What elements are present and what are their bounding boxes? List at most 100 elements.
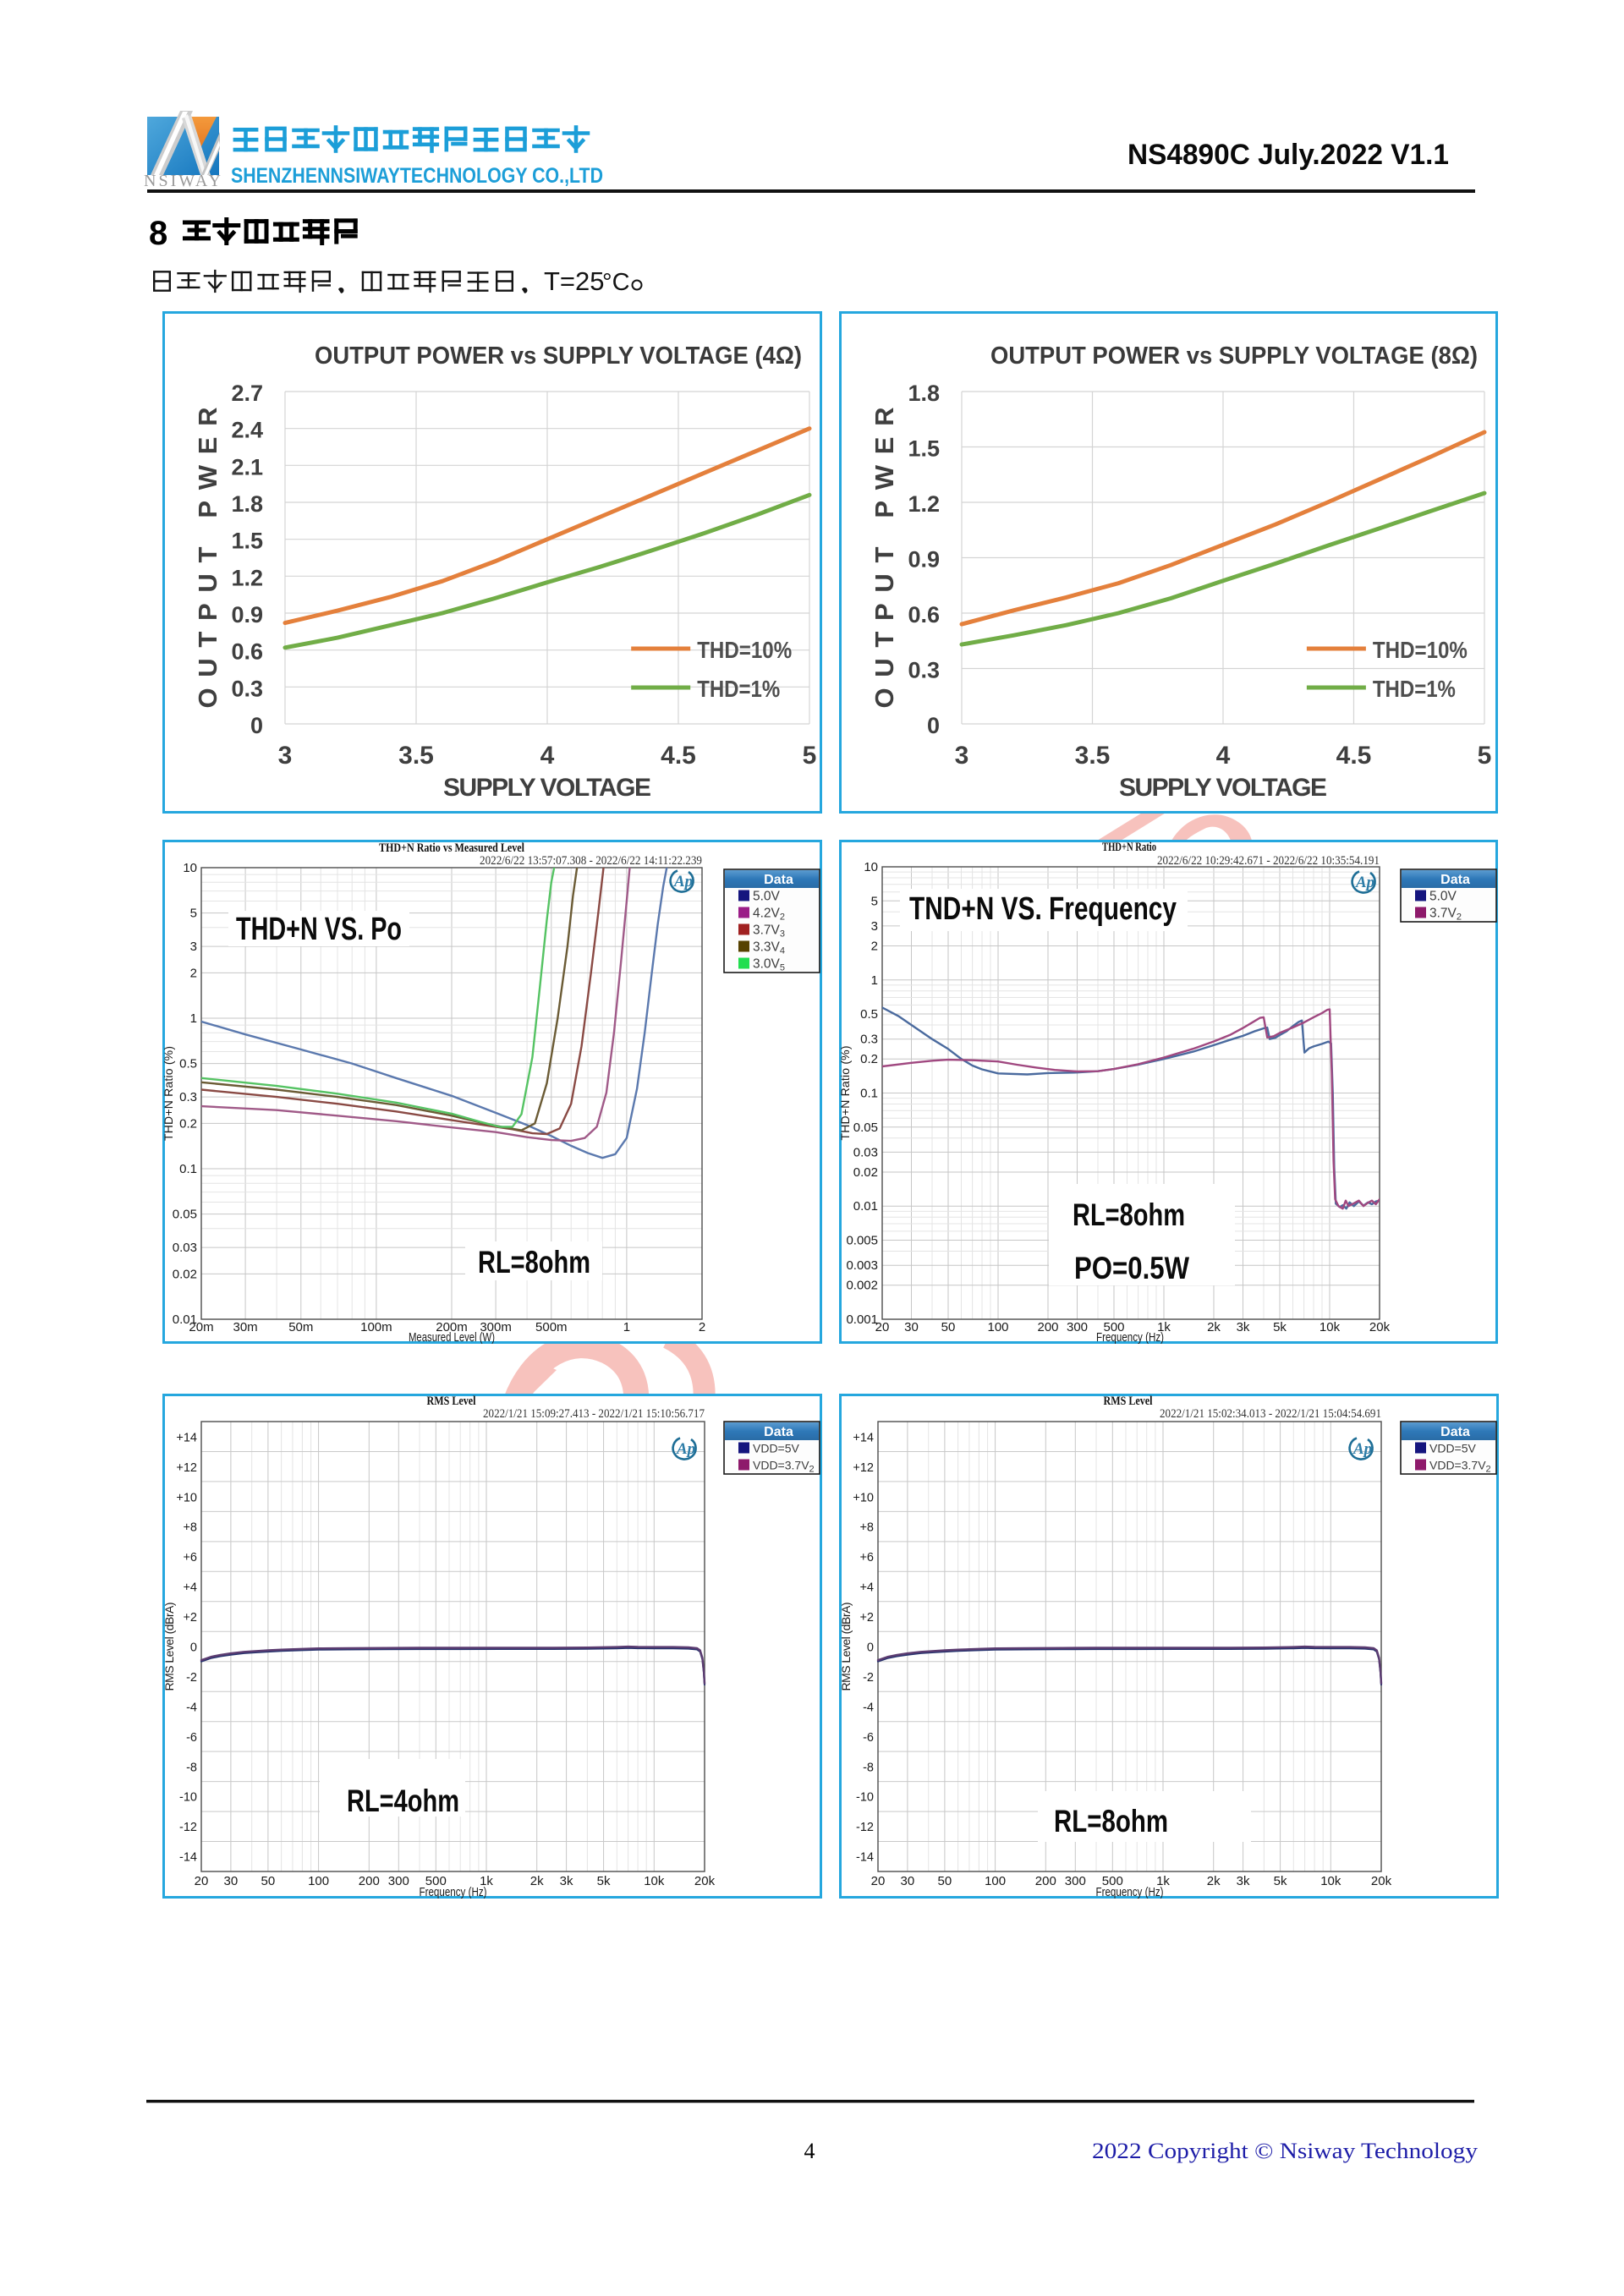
svg-text:20k: 20k xyxy=(1371,1874,1392,1888)
svg-text:10k: 10k xyxy=(1320,1320,1341,1334)
svg-text:OUTPUT POWER vs SUPPLY VOLTAGE: OUTPUT POWER vs SUPPLY VOLTAGE (4Ω) xyxy=(315,342,802,370)
svg-text:Data: Data xyxy=(1440,1425,1470,1439)
svg-text:0.003: 0.003 xyxy=(846,1258,878,1273)
svg-text:-2: -2 xyxy=(863,1671,874,1685)
svg-text:+4: +4 xyxy=(183,1581,197,1595)
svg-text:20: 20 xyxy=(871,1874,886,1888)
svg-text:5: 5 xyxy=(803,742,817,770)
svg-text:2022/1/21 15:09:27.413 - 2022/: 2022/1/21 15:09:27.413 - 2022/1/21 15:10… xyxy=(483,1407,705,1421)
svg-text:°C: °C xyxy=(602,269,630,296)
svg-text:20: 20 xyxy=(875,1320,890,1334)
svg-text:OUTPUT PWER: OUTPUT PWER xyxy=(193,408,222,709)
svg-text:SHENZHENNSIWAYTECHNOLOGY CO.,L: SHENZHENNSIWAYTECHNOLOGY CO.,LTD xyxy=(231,164,603,188)
svg-text:-4: -4 xyxy=(186,1701,197,1714)
svg-text:0.05: 0.05 xyxy=(853,1121,878,1135)
svg-text:5: 5 xyxy=(871,894,878,908)
svg-text:1.5: 1.5 xyxy=(908,436,940,462)
svg-text:30: 30 xyxy=(901,1874,915,1888)
svg-text:4: 4 xyxy=(804,2139,815,2163)
svg-text:-10: -10 xyxy=(179,1791,197,1805)
svg-text:3k: 3k xyxy=(1237,1320,1250,1334)
svg-text:0: 0 xyxy=(867,1641,874,1655)
svg-text:2022/6/22 10:29:42.671 - 2022/: 2022/6/22 10:29:42.671 - 2022/6/22 10:35… xyxy=(1157,854,1380,868)
svg-text:NSIWAY: NSIWAY xyxy=(144,172,223,190)
svg-text:30m: 30m xyxy=(233,1320,258,1334)
svg-text:500m: 500m xyxy=(535,1320,568,1334)
svg-text:4.5: 4.5 xyxy=(1336,742,1372,770)
svg-text:0.9: 0.9 xyxy=(231,602,263,627)
svg-text:50: 50 xyxy=(938,1874,952,1888)
svg-text:THD+N Ratio vs Measured Level: THD+N Ratio vs Measured Level xyxy=(379,841,524,855)
svg-text:TND+N VS. Frequency: TND+N VS. Frequency xyxy=(909,891,1177,927)
svg-text:+2: +2 xyxy=(183,1611,197,1625)
svg-text:3.7V2: 3.7V2 xyxy=(1429,907,1462,923)
svg-text:-6: -6 xyxy=(186,1731,197,1745)
svg-text:Ap: Ap xyxy=(676,1440,695,1458)
svg-text:+6: +6 xyxy=(859,1551,874,1564)
svg-text:3: 3 xyxy=(871,919,878,934)
svg-text:0.3: 0.3 xyxy=(179,1090,197,1104)
svg-text:0.02: 0.02 xyxy=(853,1165,878,1180)
svg-text:RL=8ohm: RL=8ohm xyxy=(1073,1197,1185,1232)
svg-text:200: 200 xyxy=(1035,1874,1056,1888)
svg-text:500: 500 xyxy=(1103,1320,1124,1334)
svg-text:0.5: 0.5 xyxy=(860,1007,878,1022)
svg-text:RMS Level: RMS Level xyxy=(1104,1395,1153,1408)
svg-text:RL=8ohm: RL=8ohm xyxy=(1054,1804,1168,1838)
svg-text:0.6: 0.6 xyxy=(231,639,263,665)
svg-text:-14: -14 xyxy=(856,1851,874,1865)
svg-text:-14: -14 xyxy=(179,1851,197,1865)
svg-text:PO=0.5W: PO=0.5W xyxy=(1074,1251,1189,1285)
svg-text:2: 2 xyxy=(699,1320,705,1334)
svg-text:3.0V5: 3.0V5 xyxy=(753,957,785,973)
svg-text:4.5: 4.5 xyxy=(661,742,696,770)
svg-text:0.2: 0.2 xyxy=(179,1116,197,1131)
svg-text:5: 5 xyxy=(1478,742,1492,770)
svg-text:300: 300 xyxy=(1065,1874,1086,1888)
svg-text:20: 20 xyxy=(195,1874,209,1888)
svg-text:Ap: Ap xyxy=(1355,874,1374,891)
svg-text:10: 10 xyxy=(183,861,197,875)
svg-text:4.2V2: 4.2V2 xyxy=(753,907,785,923)
svg-text:Frequency (Hz): Frequency (Hz) xyxy=(420,1885,487,1899)
svg-text:3.5: 3.5 xyxy=(1075,742,1111,770)
svg-text:2022/6/22 13:57:07.308 - 2022/: 2022/6/22 13:57:07.308 - 2022/6/22 14:11… xyxy=(480,854,702,868)
svg-text:+12: +12 xyxy=(853,1461,874,1475)
svg-text:2022/1/21 15:02:34.013 - 2022/: 2022/1/21 15:02:34.013 - 2022/1/21 15:04… xyxy=(1160,1407,1381,1421)
svg-text:Ap: Ap xyxy=(1352,1440,1372,1458)
svg-text:0.9: 0.9 xyxy=(908,547,940,573)
svg-text:200: 200 xyxy=(359,1874,380,1888)
svg-text:-8: -8 xyxy=(186,1761,197,1774)
svg-text:0.1: 0.1 xyxy=(860,1087,878,1101)
svg-text:SUPPLY VOLTAGE: SUPPLY VOLTAGE xyxy=(443,774,651,802)
svg-text:300: 300 xyxy=(1067,1320,1088,1334)
svg-text:0.002: 0.002 xyxy=(846,1279,878,1293)
svg-text:3: 3 xyxy=(955,742,969,770)
svg-text:5.0V: 5.0V xyxy=(1429,890,1457,904)
svg-text:RL=8ohm: RL=8ohm xyxy=(478,1245,590,1280)
svg-text:Frequency (Hz): Frequency (Hz) xyxy=(1096,1330,1164,1345)
svg-text:0: 0 xyxy=(190,1641,197,1655)
svg-text:THD+N Ratio (%): THD+N Ratio (%) xyxy=(162,1046,175,1141)
svg-text:+6: +6 xyxy=(183,1551,197,1564)
svg-text:0.05: 0.05 xyxy=(173,1208,197,1222)
svg-text:VDD=3.7V2: VDD=3.7V2 xyxy=(753,1459,815,1475)
svg-text:THD=1%: THD=1% xyxy=(697,676,780,702)
svg-text:300: 300 xyxy=(388,1874,409,1888)
svg-text:20k: 20k xyxy=(1369,1320,1391,1334)
svg-text:500: 500 xyxy=(1102,1874,1123,1888)
svg-text:T=25: T=25 xyxy=(544,266,605,296)
svg-text:0: 0 xyxy=(250,713,263,738)
svg-text:10k: 10k xyxy=(1320,1874,1341,1888)
svg-text:3k: 3k xyxy=(1237,1874,1250,1888)
svg-text:4: 4 xyxy=(1216,742,1231,770)
svg-text:0.005: 0.005 xyxy=(846,1234,878,1248)
svg-text:-12: -12 xyxy=(856,1821,874,1834)
svg-text:0.6: 0.6 xyxy=(908,602,940,627)
svg-text:2.7: 2.7 xyxy=(231,381,263,406)
svg-text:10: 10 xyxy=(864,860,878,874)
svg-text:1: 1 xyxy=(871,973,878,988)
svg-text:20k: 20k xyxy=(694,1874,716,1888)
svg-text:Ap: Ap xyxy=(673,873,693,890)
svg-text:2.1: 2.1 xyxy=(231,454,263,479)
